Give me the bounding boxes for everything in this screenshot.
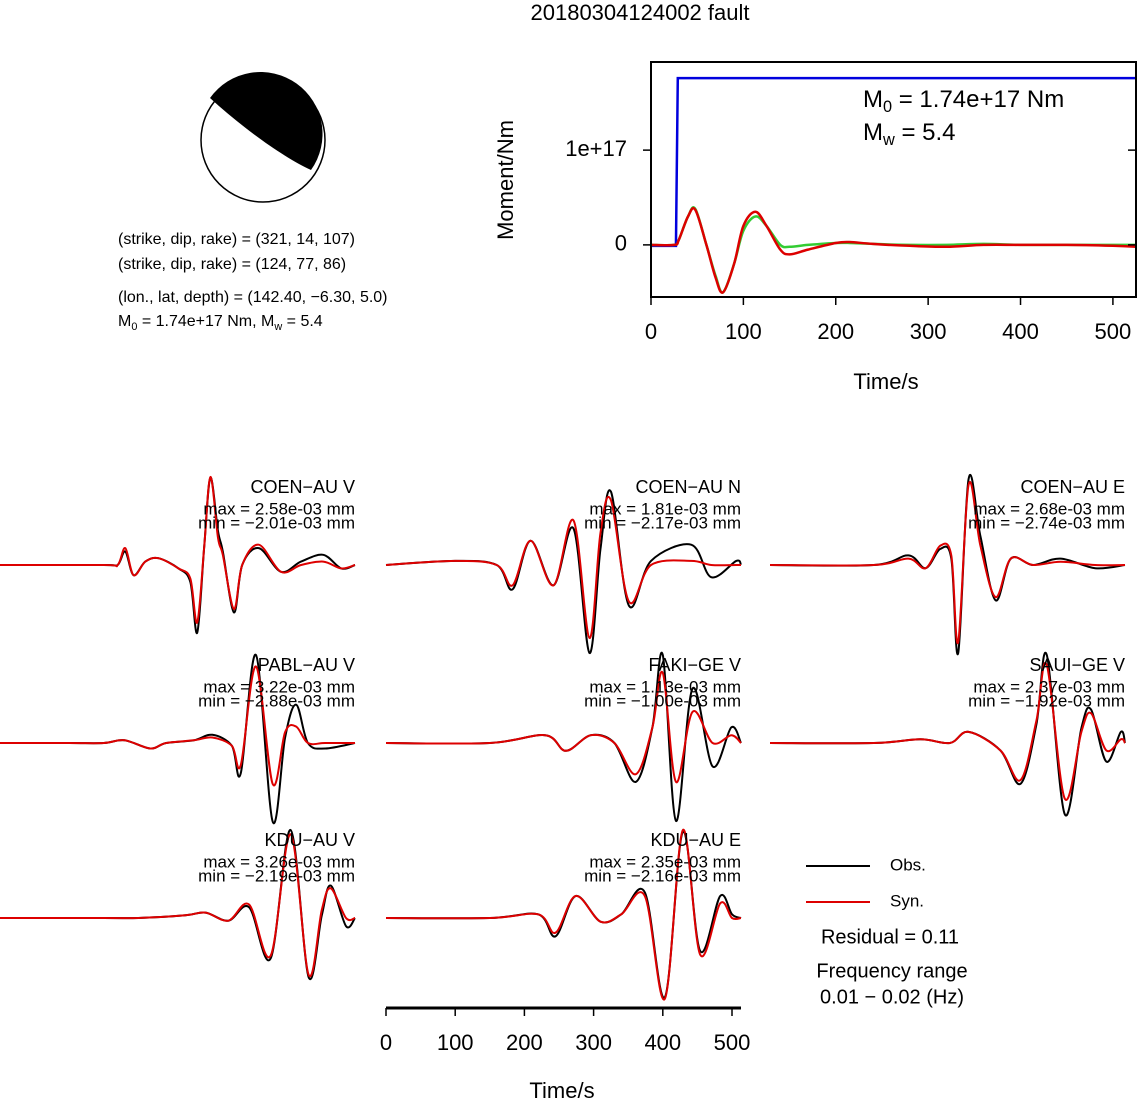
frequency-label: Frequency range — [816, 960, 967, 982]
syn-trace — [769, 661, 1126, 801]
text-run: = 1.74e+17 Nm, M — [137, 313, 274, 330]
y-tick-label: 1e+17 — [565, 136, 627, 161]
syn-trace — [385, 496, 741, 640]
x-tick-label: 400 — [644, 1030, 681, 1055]
x-axis-label: Time/s — [529, 1078, 594, 1103]
text-run: M — [863, 86, 883, 113]
station-label: KDU−AU V — [264, 830, 355, 850]
syn-trace — [385, 828, 742, 1001]
x-tick-label: 500 — [714, 1030, 751, 1055]
text-run: = 5.4 — [282, 313, 323, 330]
text-run: = 1.74e+17 Nm — [892, 86, 1064, 113]
max-label: max = 2.35e-03 mm — [589, 852, 741, 871]
station-label: COEN−AU E — [1020, 477, 1125, 497]
station-label: COEN−AU V — [250, 477, 355, 497]
syn-trace — [769, 480, 1126, 645]
beachball — [200, 71, 326, 203]
x-tick-label: 100 — [725, 319, 762, 344]
max-label: max = 3.26e-03 mm — [203, 852, 355, 871]
subscript: w — [273, 321, 282, 333]
moment-curve — [651, 206, 1136, 294]
obs-trace — [385, 489, 742, 655]
min-label: min = −2.88e-03 mm — [198, 691, 355, 710]
syn-trace — [0, 475, 356, 624]
x-tick-label: 0 — [645, 319, 657, 344]
text-run: M — [863, 119, 883, 146]
max-label: max = 2.58e-03 mm — [203, 499, 355, 518]
min-label: min = −2.19e-03 mm — [198, 866, 355, 885]
min-label: min = −1.00e-03 mm — [584, 691, 741, 710]
text-run: M — [118, 313, 131, 330]
min-label: min = −2.74e-03 mm — [968, 513, 1125, 532]
max-label: max = 3.22e-03 mm — [203, 677, 355, 696]
station-label: SAUI−GE V — [1029, 655, 1125, 675]
syn-trace — [0, 833, 356, 978]
annotation: M0 = 1.74e+17 Nm — [863, 86, 1064, 116]
info-line: (strike, dip, rake) = (124, 77, 86) — [118, 256, 346, 273]
info-line: (strike, dip, rake) = (321, 14, 107) — [118, 231, 355, 248]
station-label: COEN−AU N — [635, 477, 741, 497]
max-label: max = 1.13e-03 mm — [589, 677, 741, 696]
y-tick-label: 0 — [615, 231, 627, 256]
x-tick-label: 500 — [1095, 319, 1132, 344]
x-tick-label: 300 — [575, 1030, 612, 1055]
station-label: KDU−AU E — [650, 830, 741, 850]
min-label: min = −2.16e-03 mm — [584, 866, 741, 885]
y-axis-label: Moment/Nm — [493, 120, 518, 240]
subscript: 0 — [131, 321, 137, 333]
station-label: FAKI−GE V — [648, 655, 741, 675]
min-label: min = −2.17e-03 mm — [584, 513, 741, 532]
text-run: = 5.4 — [895, 119, 956, 146]
x-tick-label: 300 — [910, 319, 947, 344]
x-axis-label: Time/s — [853, 369, 918, 394]
legend-label: Obs. — [890, 855, 926, 874]
syn-trace — [0, 665, 355, 787]
station-label: PABL−AU V — [258, 655, 355, 675]
subscript: 0 — [883, 99, 892, 117]
beachball-compression — [210, 71, 323, 170]
min-label: min = −2.01e-03 mm — [198, 513, 355, 532]
figure-title: 20180304124002 fault — [531, 0, 750, 25]
x-tick-label: 400 — [1002, 319, 1039, 344]
residual: Residual = 0.11 — [821, 926, 959, 948]
x-tick-label: 100 — [437, 1030, 474, 1055]
x-tick-label: 200 — [506, 1030, 543, 1055]
frequency-range: 0.01 − 0.02 (Hz) — [820, 986, 964, 1008]
plot-frame — [650, 61, 1137, 298]
syn-trace — [385, 670, 742, 783]
legend-label: Syn. — [890, 891, 924, 910]
info-line: (lon., lat, depth) = (142.40, −6.30, 5.0… — [118, 289, 388, 306]
moment-info: M0 = 1.74e+17 Nm, Mw = 5.4 — [118, 313, 323, 332]
x-tick-label: 0 — [380, 1030, 392, 1055]
subscript: w — [882, 132, 895, 150]
max-label: max = 2.37e-03 mm — [973, 677, 1125, 696]
min-label: min = −1.92e-03 mm — [968, 691, 1125, 710]
x-tick-label: 200 — [817, 319, 854, 344]
max-label: max = 1.81e-03 mm — [589, 499, 741, 518]
max-label: max = 2.68e-03 mm — [973, 499, 1125, 518]
annotation: Mw = 5.4 — [863, 119, 956, 149]
moment-curve — [651, 206, 1136, 294]
